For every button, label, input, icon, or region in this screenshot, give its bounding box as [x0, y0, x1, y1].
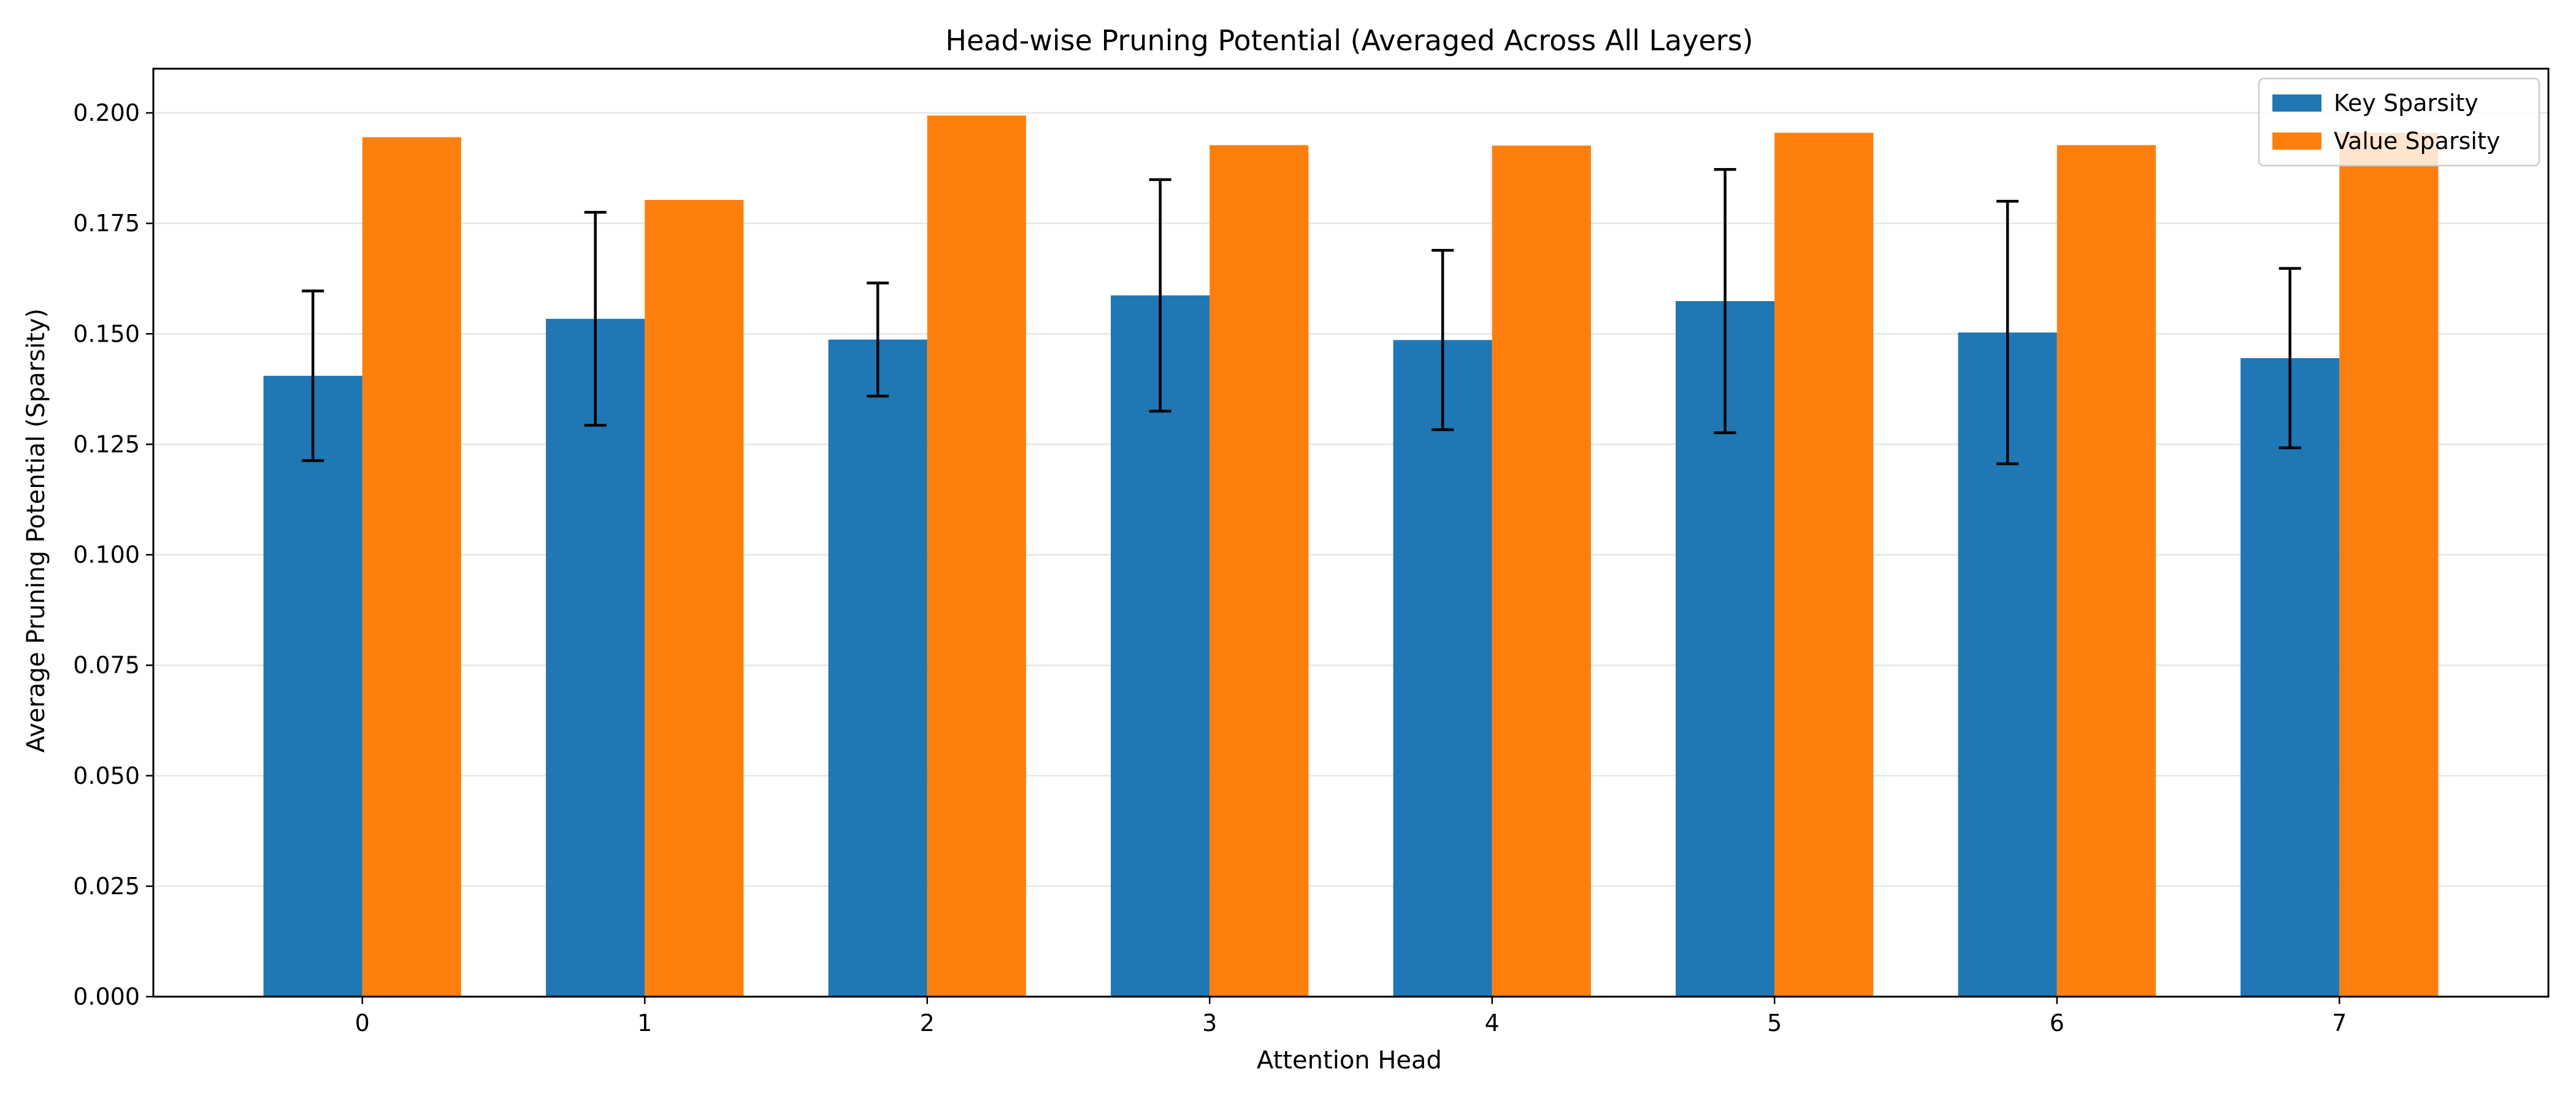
legend-label: Value Sparsity: [2334, 128, 2500, 155]
y-tick-label: 0.150: [73, 320, 140, 347]
value-sparsity-bar: [645, 199, 744, 997]
value-sparsity-bar: [2057, 145, 2156, 997]
x-tick-label: 1: [637, 1010, 652, 1037]
legend-swatch: [2272, 94, 2321, 112]
x-tick-label: 3: [1202, 1010, 1217, 1037]
y-tick-label: 0.125: [73, 431, 140, 458]
y-tick-label: 0.100: [73, 542, 140, 569]
legend: Key Sparsity Value Sparsity: [2258, 77, 2540, 167]
key-sparsity-bar: [263, 375, 362, 997]
error-bar: [584, 210, 607, 427]
y-tick-label: 0.075: [73, 652, 140, 679]
x-tick-label: 0: [355, 1010, 370, 1037]
y-tick-label: 0.200: [73, 99, 140, 126]
value-sparsity-bar: [1774, 132, 1874, 997]
error-bar: [1149, 178, 1171, 413]
legend-label: Key Sparsity: [2334, 90, 2478, 117]
value-sparsity-bar: [1209, 145, 1309, 997]
y-tick-label: 0.175: [73, 210, 140, 237]
key-sparsity-bar: [2241, 358, 2340, 997]
y-tick-label: 0.050: [73, 762, 140, 789]
error-bar: [867, 282, 889, 398]
x-axis-label: Attention Head: [1257, 1046, 1442, 1075]
error-bar: [2279, 267, 2301, 450]
y-tick-label: 0.000: [73, 983, 140, 1010]
chart-title: Head-wise Pruning Potential (Averaged Ac…: [945, 24, 1753, 57]
value-sparsity-bar: [2339, 132, 2439, 997]
value-sparsity-bar: [362, 137, 461, 997]
key-sparsity-bar: [546, 318, 645, 997]
y-axis-label: Average Pruning Potential (Sparsity): [22, 309, 50, 753]
x-tick-label: 4: [1485, 1010, 1500, 1037]
error-bars: [302, 168, 2301, 466]
legend-swatch: [2272, 132, 2321, 150]
value-sparsity-bar: [1492, 145, 1591, 997]
x-tick-label: 6: [2050, 1010, 2064, 1037]
key-sparsity-bar: [828, 339, 927, 997]
error-bar: [1996, 199, 2019, 466]
y-tick-label: 0.025: [73, 873, 140, 900]
legend-box: [2258, 77, 2540, 167]
axis-ticks: 0.000 0.025 0.050 0.075 0.100 0.125 0.150 0.175…: [73, 99, 2347, 1037]
axes-frame: [152, 67, 2550, 998]
error-bar: [302, 289, 324, 462]
bars: [263, 115, 2439, 997]
x-tick-label: 7: [2332, 1010, 2347, 1037]
value-sparsity-bar: [927, 115, 1026, 997]
x-tick-label: 2: [920, 1010, 935, 1037]
key-sparsity-bar: [1393, 340, 1492, 997]
x-tick-label: 5: [1767, 1010, 1782, 1037]
error-bar: [1714, 168, 1736, 434]
error-bar: [1432, 248, 1454, 431]
